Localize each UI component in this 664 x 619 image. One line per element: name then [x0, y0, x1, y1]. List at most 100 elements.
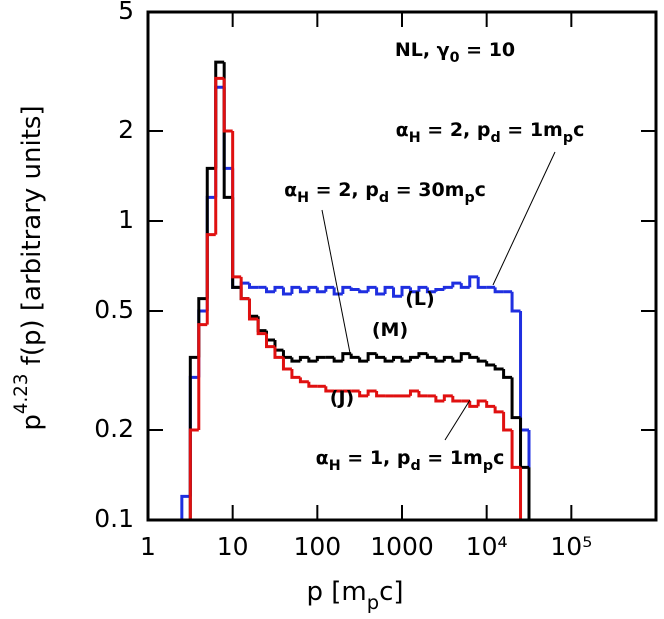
annotation-part: = 2, p [421, 119, 491, 141]
histogram-step [529, 520, 537, 610]
histogram-step [341, 352, 352, 362]
histogram-step [281, 350, 292, 359]
histogram-step [205, 233, 216, 325]
histogram-step [442, 394, 453, 402]
y-tick-label: 0.1 [94, 504, 134, 533]
histogram-step [417, 285, 428, 292]
annotation-part: d [490, 130, 500, 146]
annotation-part: 0 [450, 50, 460, 66]
histogram-step [527, 467, 531, 520]
histogram-step [332, 287, 343, 296]
histogram-step [307, 285, 318, 292]
y-axis-label-part: p [17, 414, 47, 431]
histogram-step [324, 386, 335, 393]
histogram-step [392, 355, 402, 362]
histogram-step [417, 352, 428, 358]
histogram-step [307, 381, 318, 388]
histogram-step [197, 323, 208, 430]
histogram-step [332, 357, 343, 363]
histogram-step [324, 285, 335, 292]
histogram-step [231, 130, 242, 279]
annotation-part: c [493, 447, 504, 469]
histogram-step [358, 391, 369, 398]
histogram-step [375, 287, 386, 296]
histogram-step [459, 352, 470, 362]
histogram-step [442, 285, 453, 290]
y-tick-label: 0.5 [94, 295, 134, 324]
histogram-step [451, 395, 462, 403]
histogram-step [502, 411, 513, 432]
histogram-step [281, 287, 292, 296]
histogram-step [375, 353, 386, 359]
annotation-part: α [284, 179, 297, 201]
histogram-step [273, 346, 284, 359]
histogram-step [383, 285, 394, 294]
y-tick-label: 1 [118, 205, 134, 234]
histogram-step [315, 287, 326, 294]
histogram-step [366, 285, 377, 292]
annotation-part: = 1m [421, 447, 483, 469]
histogram-step [366, 389, 377, 396]
annotation-part: = 30m [389, 179, 464, 201]
y-tick-label: 0.2 [94, 414, 134, 443]
histogram-step [182, 525, 190, 610]
histogram-step [290, 357, 301, 363]
histogram-step [298, 355, 309, 362]
histogram-step [493, 406, 504, 414]
histogram-step [434, 395, 445, 403]
histogram-step [239, 276, 250, 301]
annotation: αH = 2, pd = 1mpc [396, 119, 585, 147]
x-tick-label: 100 [293, 532, 341, 561]
histogram-step [349, 287, 360, 292]
histogram-step [485, 401, 496, 408]
histogram-step [476, 357, 487, 363]
annotation: αH = 1, pd = 1mpc [316, 447, 505, 475]
y-tick-label: 2 [118, 115, 134, 144]
histogram-step [400, 357, 411, 363]
histogram-step [442, 355, 453, 362]
annotation-part: p [483, 458, 493, 474]
histogram-step [281, 357, 292, 371]
histogram-step [247, 283, 259, 289]
annotation-part: = 1, p [341, 447, 411, 469]
x-tick-label: 1 [140, 532, 156, 561]
histogram-step [214, 76, 225, 235]
histogram-step [298, 287, 309, 294]
histogram-step [358, 289, 369, 294]
annotation-part: c [475, 179, 486, 201]
annotation: (M) [372, 319, 408, 341]
histogram-step [425, 353, 436, 359]
y-axis-label-part: 4.23 [11, 374, 32, 415]
histogram-step [273, 285, 284, 292]
x-tick-label: 10⁵ [550, 532, 592, 561]
histogram-step [265, 333, 275, 349]
histogram-step [434, 357, 445, 363]
histogram-step [180, 494, 191, 520]
histogram-step [341, 285, 352, 294]
histogram-step [358, 357, 369, 363]
annotation-part: α [316, 447, 329, 469]
annotation-part: p [464, 190, 474, 206]
histogram-step [188, 355, 199, 520]
annotation-part: p [563, 130, 573, 146]
histogram-step [182, 525, 190, 610]
annotation: (L) [405, 288, 434, 310]
histogram-step [375, 391, 386, 398]
annotation-part: H [329, 458, 341, 474]
annotation-part: H [297, 190, 309, 206]
annotation-part: = 2, p [309, 179, 379, 201]
annotation-part: (M) [372, 319, 408, 341]
annotation: (J) [330, 387, 354, 409]
histogram-step [290, 285, 301, 294]
histogram-step [366, 352, 377, 362]
histogram-step [222, 78, 233, 133]
annotation-part: (J) [330, 387, 354, 409]
x-axis-label: p [mpc] [306, 577, 403, 615]
histogram-step [468, 275, 479, 288]
annotation-part: d [410, 458, 420, 474]
annotation: NL, γ0 = 10 [395, 39, 515, 67]
histogram-step [493, 364, 504, 371]
histogram-step [247, 298, 259, 321]
histogram-step [417, 391, 428, 398]
histogram-step [485, 361, 496, 367]
